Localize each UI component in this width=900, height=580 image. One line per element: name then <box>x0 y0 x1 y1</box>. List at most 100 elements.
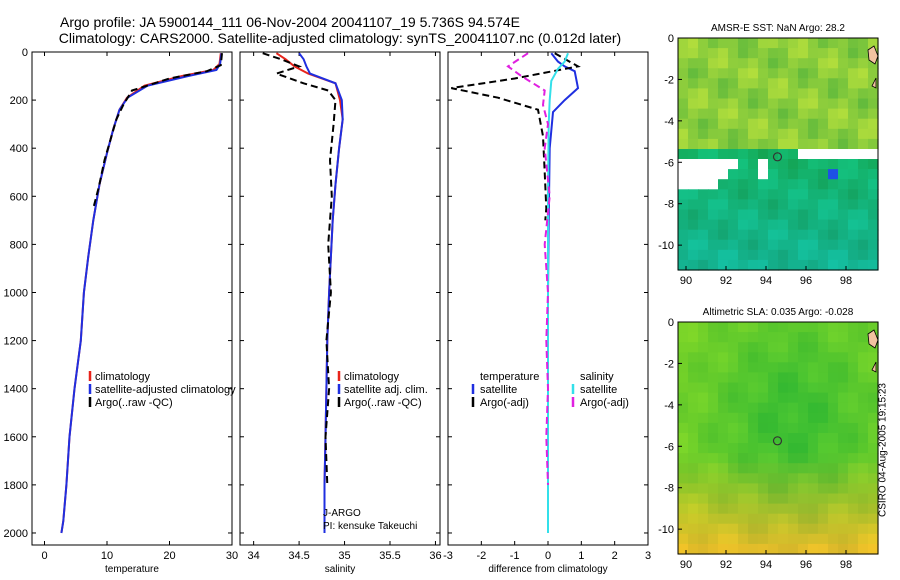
sst-map-cell <box>868 249 879 261</box>
sla-map-cell <box>728 412 739 424</box>
temperature-panel-ytick-label: 200 <box>10 95 28 107</box>
sst-map-cell <box>858 38 869 49</box>
sla-map-cell <box>858 543 869 555</box>
sla-map-cell <box>718 503 729 515</box>
sst-map-ytick-label: -8 <box>664 199 674 211</box>
sla-map-cell <box>748 533 759 545</box>
sla-map-cell <box>708 493 719 505</box>
sst-map-cell <box>728 68 739 79</box>
sla-map-cell <box>778 503 789 515</box>
sst-map-cell <box>768 58 779 69</box>
temperature-panel-frame <box>31 51 233 546</box>
sla-map-cell <box>798 322 809 333</box>
sla-map-cell <box>848 372 859 384</box>
sst-map-cell <box>798 68 809 79</box>
sst-map-cell <box>708 189 719 200</box>
sla-map-cell <box>688 342 699 353</box>
sst-map-cell <box>708 78 719 89</box>
sst-map-cell <box>848 118 859 130</box>
sla-map-cell <box>778 422 789 434</box>
sla-map-cell <box>678 352 689 363</box>
sst-map-cell <box>798 138 809 150</box>
sst-map-cell <box>788 239 799 251</box>
sst-map-cell <box>708 48 719 59</box>
sst-map-cell <box>768 48 779 59</box>
sst-map-cell <box>828 138 839 150</box>
sst-map-cell <box>788 189 799 200</box>
sst-map-cell <box>858 239 869 251</box>
salinity-panel-series-satellite-adj-clim- <box>298 52 344 533</box>
sst-map-cell <box>708 68 719 79</box>
sst-map-cell <box>818 108 829 120</box>
sla-map-cell <box>738 322 749 333</box>
sla-map-cell <box>748 382 759 394</box>
sst-map-cell <box>818 38 829 49</box>
sla-map-cell <box>828 453 839 464</box>
sla-map-cell <box>818 362 829 373</box>
sst-map-cell <box>848 199 859 211</box>
sst-map-cell <box>838 259 849 271</box>
sla-map-cell <box>748 473 759 484</box>
sla-map-cell <box>808 503 819 515</box>
sst-map-cell <box>738 189 749 200</box>
sst-map-cell <box>828 199 839 211</box>
sla-map-cell <box>788 513 799 525</box>
sst-map-cell <box>698 209 709 221</box>
sla-map-cell <box>698 533 709 545</box>
sst-map-cell <box>758 189 769 200</box>
sla-map-cell <box>858 523 869 535</box>
sla-map-cell <box>688 362 699 373</box>
sla-map-cell <box>858 322 869 333</box>
sst-map-cell <box>708 58 719 69</box>
sla-map-cell <box>788 533 799 545</box>
sla-map-cell <box>758 533 769 545</box>
sst-map-cell <box>768 159 779 170</box>
sla-map-cell <box>848 473 859 484</box>
sst-map-cell <box>698 149 709 160</box>
sst-map-cell <box>858 189 869 200</box>
sst-map-cell <box>748 108 759 120</box>
sst-map-cell <box>718 259 729 271</box>
sst-map-cell <box>688 149 699 160</box>
sst-map-cell <box>848 179 859 190</box>
sla-map-cell <box>778 473 789 484</box>
sst-map-cell <box>808 249 819 261</box>
sst-map-cell <box>808 159 819 170</box>
salinity-panel-xlabel: salinity <box>325 564 356 575</box>
sst-map-cell <box>758 68 769 79</box>
temperature-panel-xlabel: temperature <box>105 564 159 575</box>
sla-map-cell <box>768 412 779 424</box>
sla-map-cell <box>848 402 859 414</box>
sla-map-cell <box>738 372 749 384</box>
sst-map-cell <box>778 259 789 271</box>
sst-map-ytick-label: -2 <box>664 74 674 86</box>
sla-map-cell <box>718 422 729 434</box>
sst-map-cell <box>818 48 829 59</box>
sla-map-cell <box>828 342 839 353</box>
sst-map-cell <box>798 149 809 160</box>
temperature-panel-ytick-label: 1800 <box>4 480 28 492</box>
sla-map-cell <box>708 412 719 424</box>
sst-map-cell <box>738 88 749 100</box>
sla-map-cell <box>678 473 689 484</box>
sla-map-cell <box>778 483 789 495</box>
sst-map-cell <box>818 259 829 271</box>
sst-map-cell <box>738 118 749 130</box>
sst-map-cell <box>788 229 799 241</box>
sst-map-cell <box>678 88 689 100</box>
sla-map-cell <box>848 382 859 394</box>
sst-map-cell <box>788 159 799 170</box>
sst-map-cell <box>828 58 839 69</box>
sst-map-cell <box>748 48 759 59</box>
sst-map-cell <box>858 149 869 160</box>
sla-map-cell <box>728 362 739 373</box>
sla-map-cell <box>708 473 719 484</box>
sst-map-cell <box>858 88 869 100</box>
sst-map-cell <box>848 229 859 241</box>
sla-map-cell <box>858 402 869 414</box>
sla-map-cell <box>728 533 739 545</box>
sst-map-cell <box>698 118 709 130</box>
sst-map-cell <box>858 68 869 79</box>
sst-map-cell <box>828 48 839 59</box>
sst-map-cell <box>838 138 849 150</box>
